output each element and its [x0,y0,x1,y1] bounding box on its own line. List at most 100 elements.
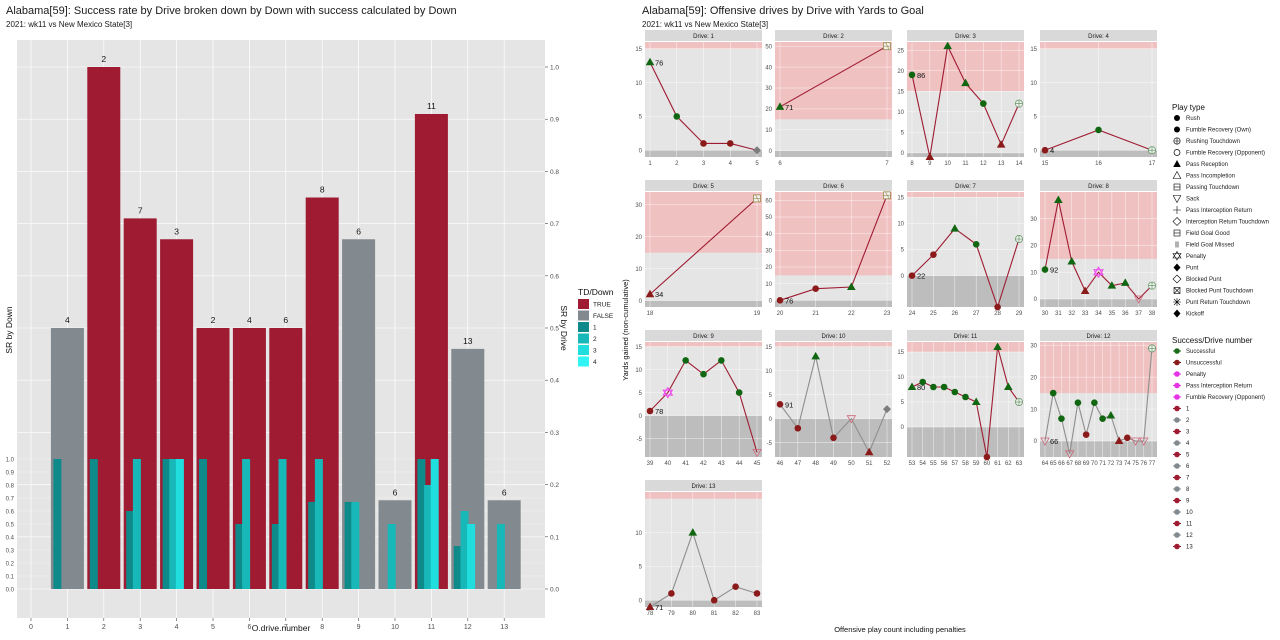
play-type-legend-key: Field Goal Good [1173,229,1230,237]
play-point [962,393,969,401]
play-point [811,351,820,360]
panel-strip [775,330,892,341]
y-right-tick-label: 0.7 [550,221,559,228]
drive-line [779,45,888,108]
y-left-tick-label: 0.8 [6,484,15,490]
down-sr-bar [235,524,244,589]
panel-y-tick-label: 30 [765,86,772,92]
panel-y-tick-label: 10 [635,368,642,374]
panel-x-tick-label: 41 [682,461,689,467]
panel-y-tick-label: 15 [765,345,772,351]
panel-x-tick-label: 45 [754,461,761,467]
play-type-legend-label: Pass Reception [1186,162,1228,168]
success-legend-label: 11 [1186,522,1193,528]
legend-glyph [1173,287,1181,294]
panel-x-tick-label: 51 [866,461,873,467]
play-type-legend-key: Rushing Touchdown [1173,137,1240,145]
start-yardline-label: 4 [1050,146,1054,155]
panel-strip-label: Drive: 12 [1086,334,1111,340]
drive-line [779,195,888,301]
panel-x-tick-label: 17 [1149,161,1156,167]
down-sr-bar [308,501,317,589]
play-point [776,400,784,408]
panel-x-tick-label: 67 [1066,461,1073,467]
panel-y-tick-label: 30 [765,249,772,255]
legend-glyph [1172,250,1182,261]
legend-label: FALSE [593,313,614,320]
panel-x-tick-label: 29 [1016,311,1023,317]
success-legend-label: Unsuccessful [1186,361,1222,367]
legend-glyph [1173,263,1181,272]
panel-y-tick-label: 10 [765,282,772,288]
play-point-mark [883,191,891,199]
panel-x-tick-label: 24 [909,311,916,317]
panel-x-tick-label: 47 [794,461,801,467]
play-type-legend-label: Fumble Recovery (Own) [1186,128,1251,134]
panel-x-tick-label: 66 [1058,461,1065,467]
panel-y-tick-label: 0 [1034,439,1038,445]
panel-x-tick-label: 25 [930,311,937,317]
legend-label: 4 [593,359,597,366]
play-point [1133,295,1144,304]
down-sr-bar [89,459,98,589]
panel-y-tick-label: 10 [765,369,772,375]
panel-x-tick-label: 75 [1132,461,1139,467]
success-legend-dot [1174,520,1180,527]
legend-glyph-mark [1173,287,1181,294]
panel-x-tick-label: 80 [689,611,696,617]
success-legend-dot [1174,532,1180,538]
panel-x-tick-label: 35 [1109,311,1116,317]
y-right-tick-label: 0.4 [550,378,559,385]
drive-panel: Drive: 9 -5 0 5 10 15 39 40 41 42 43 44 45 78 [635,330,762,467]
down-sr-bar [344,501,353,589]
red-zone-band [645,192,762,253]
panel-x-tick-label: 5 [755,161,759,167]
success-legend-dot [1174,486,1180,492]
legend-glyph [1175,241,1179,248]
panel-x-tick-label: 6 [778,161,782,167]
drive-panel: Drive: 5 0 10 20 30 18 19 34 [635,180,762,317]
right-x-axis-title: Offensive play count including penalties [834,625,966,634]
y-right-axis-title: SR by Drive [559,305,569,351]
panel-y-tick-label: 5 [639,391,643,397]
y-left-tick-label: 1.0 [6,458,15,464]
panel-strip [645,180,762,191]
play-point [961,78,970,87]
panel-x-tick-label: 26 [951,311,958,317]
drive-play-count-label: 11 [427,101,436,111]
panel-y-tick-label: -5 [767,441,773,447]
legend-glyph [1172,195,1182,204]
panel-x-tick-label: 68 [1075,461,1082,467]
y-left-tick-label: 0.1 [6,575,15,581]
down-sr-bar [387,524,396,589]
play-point [752,449,762,458]
drive-play-count-label: 13 [463,336,473,346]
play-point [943,41,952,50]
legend-swatch [578,322,589,332]
x-tick-label: 6 [247,624,251,631]
play-point [1124,434,1131,442]
loss-zone-band [907,275,1024,307]
play-point [1049,389,1057,397]
success-legend-label: Successful [1186,349,1215,355]
y-right-tick-label: 1.0 [550,65,559,72]
play-point [1095,126,1102,134]
panel-x-tick-label: 57 [951,461,958,467]
drive-line [1044,199,1153,300]
panel-background [645,492,762,607]
panel-x-tick-label: 30 [1042,311,1049,317]
drive-play-count-label: 3 [174,226,179,236]
panel-x-tick-label: 27 [973,311,980,317]
x-tick-label: 1 [65,624,69,631]
panel-x-tick-label: 64 [1042,461,1049,467]
start-yardline-label: 86 [917,71,925,80]
play-point [1106,410,1116,419]
x-tick-label: 3 [138,624,142,631]
panel-strip [907,330,1024,341]
drive-panel: Drive: 13 0 5 10 78 79 80 81 82 83 71 [635,480,762,617]
play-point [1130,437,1141,446]
play-type-legend-key: Pass Reception [1173,160,1228,168]
play-point [1082,431,1090,438]
panel-y-tick-label: -5 [637,437,643,443]
x-tick-label: 10 [391,624,399,631]
